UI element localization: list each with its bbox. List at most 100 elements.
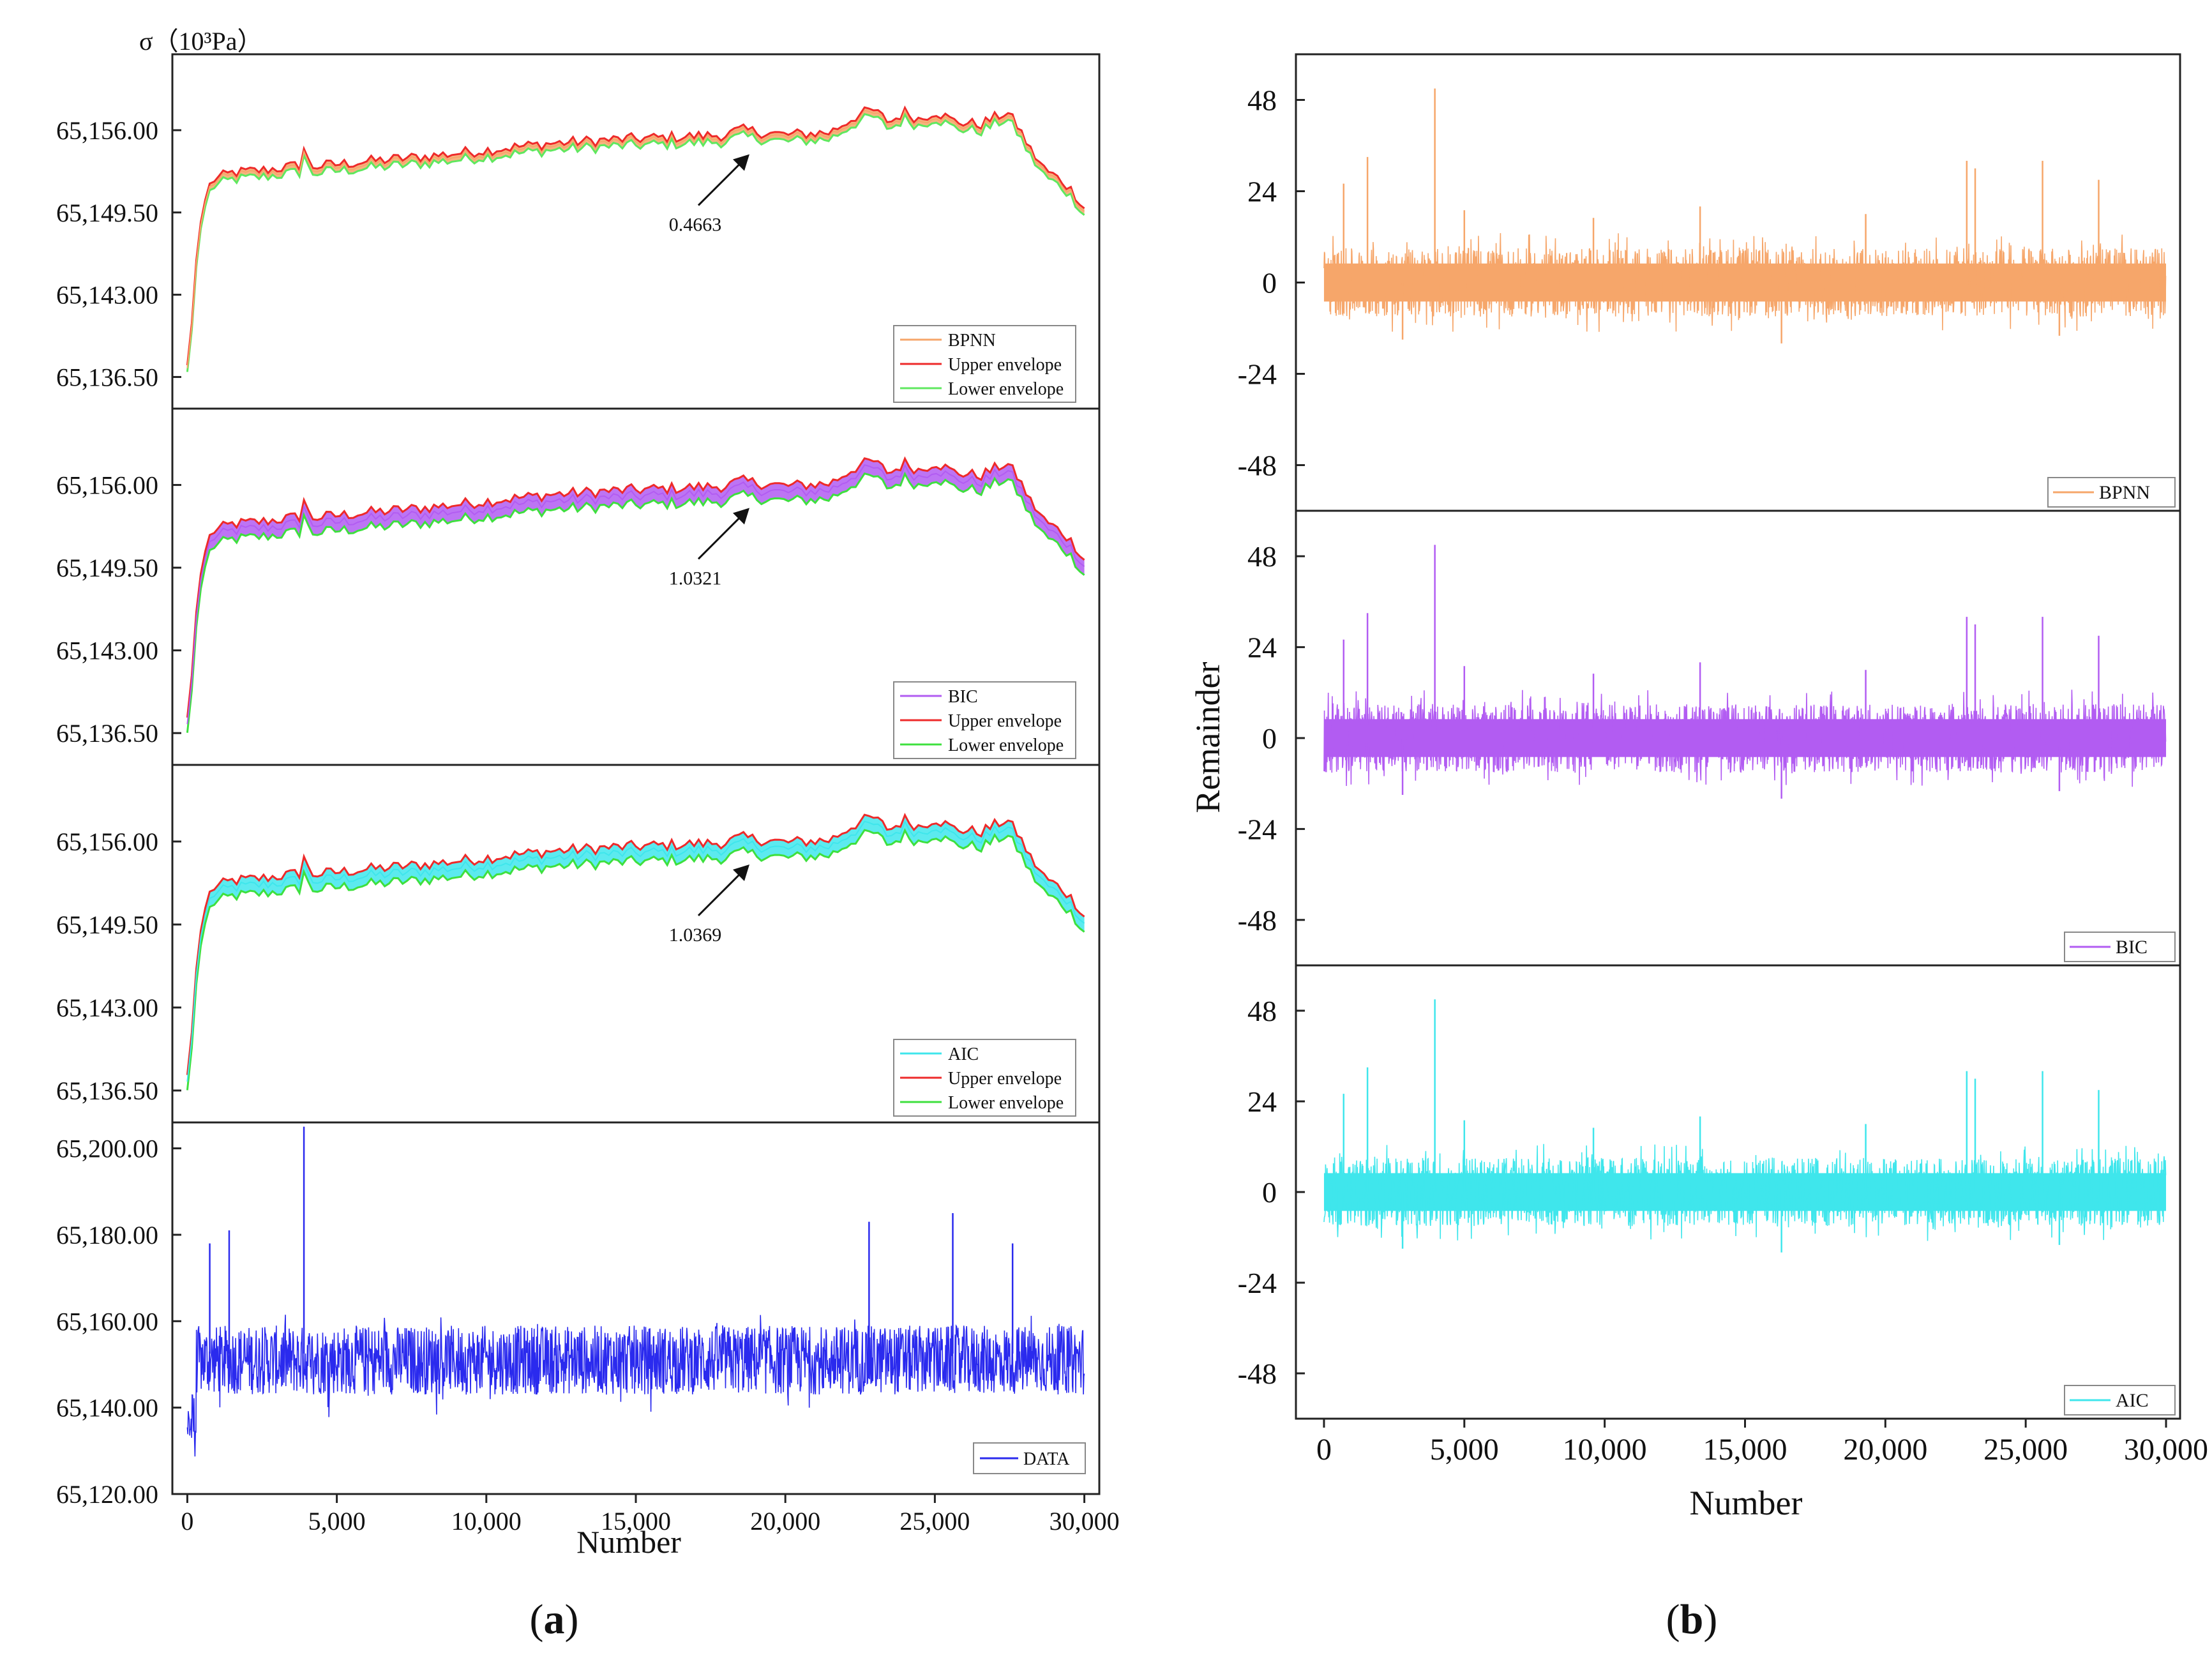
y-tick-label: 65,156.00 — [56, 116, 158, 145]
annotation-arrow-shaft — [697, 868, 746, 917]
y-axis-title: Remainder — [1189, 662, 1227, 813]
legend-label: Upper envelope — [948, 355, 1062, 375]
series-line-bic — [186, 464, 1085, 725]
y-tick-label: 65,143.00 — [56, 993, 158, 1022]
plot-area — [186, 1126, 1085, 1457]
y-tick-label: 48 — [1247, 540, 1277, 573]
annotation-arrow-head — [732, 508, 749, 525]
x-tick-label: 5,000 — [308, 1507, 366, 1536]
series-line-aic — [186, 820, 1085, 1082]
x-tick-label: 10,000 — [1563, 1433, 1647, 1467]
y-tick-label: 65,143.00 — [56, 281, 158, 310]
annotation-label: 1.0369 — [669, 925, 722, 946]
caption-open-paren: ( — [530, 1596, 544, 1643]
series-line-residual — [1323, 233, 2167, 332]
legend-label: Upper envelope — [948, 711, 1062, 731]
legend-label: DATA — [1023, 1449, 1070, 1469]
subplot-b3: 48 24 0 -24 -48 AIC — [1238, 964, 2181, 1420]
y-tick-label: 0 — [1262, 267, 1277, 299]
series-line-residual — [1323, 690, 2167, 787]
legend-label: AIC — [948, 1045, 979, 1064]
x-axis-title: Number — [1690, 1484, 1803, 1522]
y-tick-label: 65,136.50 — [56, 363, 158, 391]
subplot-b2: 48 24 0 -24 -48 BIC — [1238, 509, 2181, 967]
annotation-label: 1.0321 — [669, 568, 722, 589]
x-tick-label: 10,000 — [451, 1507, 522, 1536]
y-tick-label: 65,136.50 — [56, 1076, 158, 1105]
x-tick-label: 25,000 — [899, 1507, 970, 1536]
y-tick-label: 0 — [1262, 722, 1277, 755]
x-tick-label: 20,000 — [1843, 1433, 1927, 1467]
legend: BIC — [2064, 932, 2176, 962]
x-tick-label: 20,000 — [750, 1507, 820, 1536]
y-tick-label: 65,149.50 — [56, 910, 158, 939]
annotation-arrow-head — [732, 864, 749, 881]
y-tick-label: -48 — [1238, 1357, 1277, 1390]
y-tick-label: 65,143.00 — [56, 637, 158, 665]
series-line-data — [186, 1126, 1085, 1457]
y-tick-label: 0 — [1262, 1176, 1277, 1209]
x-tick-label: 25,000 — [1983, 1433, 2068, 1467]
y-tick-label: 65,180.00 — [56, 1221, 158, 1249]
annotation-arrow-head — [732, 154, 749, 171]
series-line-upper-envelope — [186, 812, 1085, 1075]
y-tick-label: 65,149.50 — [56, 554, 158, 582]
legend: AIC Upper envelope Lower envelope — [893, 1039, 1076, 1117]
subplot-a2: 65,136.50 65,143.00 65,149.50 65,156.00 1.03… — [56, 407, 1101, 766]
legend: DATA — [973, 1442, 1086, 1474]
panel-a-caption-letter: a — [544, 1596, 565, 1643]
annotation-label: 0.4663 — [669, 215, 722, 236]
series-line-lower-envelope — [186, 827, 1085, 1091]
x-tick-label: 15,000 — [601, 1507, 671, 1536]
panel-a-caption: (a) — [530, 1596, 579, 1643]
legend-label: BPNN — [948, 331, 996, 351]
legend-label: AIC — [2116, 1390, 2149, 1411]
y-axis-title: σ（10³Pa） — [139, 27, 263, 56]
plot-area — [186, 812, 1085, 1091]
series-line-upper-envelope — [186, 105, 1085, 366]
y-tick-label: 24 — [1247, 176, 1277, 208]
series-line-lower-envelope — [186, 471, 1085, 733]
panel-b-caption-letter: b — [1680, 1596, 1704, 1643]
legend: AIC — [2064, 1385, 2176, 1415]
y-tick-label: -24 — [1238, 1267, 1277, 1299]
legend-box — [893, 1039, 1076, 1117]
legend-label: BIC — [948, 687, 978, 707]
panel-b: 48 24 0 -24 -48 BPNN 48 24 0 -24 -48 BIC 48 24 0 -24 -48… — [1189, 53, 2208, 1522]
y-tick-label: 48 — [1247, 995, 1277, 1027]
legend-label: Lower envelope — [948, 736, 1064, 755]
legend: BIC Upper envelope Lower envelope — [893, 681, 1076, 759]
y-tick-label: 24 — [1247, 631, 1277, 664]
x-tick-label: 30,000 — [2124, 1433, 2208, 1467]
annotation-arrow-shaft — [697, 512, 746, 560]
legend-label: Upper envelope — [948, 1069, 1062, 1089]
annotation-arrow-shaft — [697, 158, 746, 206]
y-tick-label: 24 — [1247, 1085, 1277, 1118]
subplot-a4: 65,120.00 65,140.00 65,160.00 65,180.00 65,2… — [56, 1121, 1101, 1509]
y-tick-label: 65,160.00 — [56, 1307, 158, 1336]
y-tick-label: -24 — [1238, 358, 1277, 391]
x-tick-label: 15,000 — [1703, 1433, 1787, 1467]
series-line-lower-envelope — [186, 112, 1085, 372]
y-tick-label: -24 — [1238, 813, 1277, 845]
plot-area — [1323, 545, 2167, 799]
series-line-upper-envelope — [186, 456, 1085, 718]
plot-area — [1323, 88, 2167, 343]
panel-a: σ（10³Pa） 65,136.50 65,143.00 65,149.50 65,15… — [56, 27, 1120, 1560]
panel-b-caption: (b) — [1666, 1596, 1718, 1643]
legend-label: Lower envelope — [948, 379, 1064, 399]
x-tick-label: 30,000 — [1050, 1507, 1120, 1536]
y-tick-label: 65,120.00 — [56, 1480, 158, 1509]
plot-frame — [171, 1121, 1101, 1495]
plot-area — [186, 105, 1085, 372]
caption-close-paren: ) — [565, 1596, 579, 1643]
subplot-a3: 65,136.50 65,143.00 65,149.50 65,156.00 1.03… — [56, 764, 1101, 1124]
y-tick-label: 65,136.50 — [56, 719, 158, 748]
legend-label: BIC — [2116, 937, 2148, 958]
legend-label: Lower envelope — [948, 1093, 1064, 1113]
caption-close-paren: ) — [1703, 1596, 1717, 1643]
y-tick-label: -48 — [1238, 449, 1277, 482]
x-tick-label: 0 — [1316, 1433, 1332, 1467]
subplot-a1: 65,136.50 65,143.00 65,149.50 65,156.00 0.46… — [56, 53, 1101, 410]
